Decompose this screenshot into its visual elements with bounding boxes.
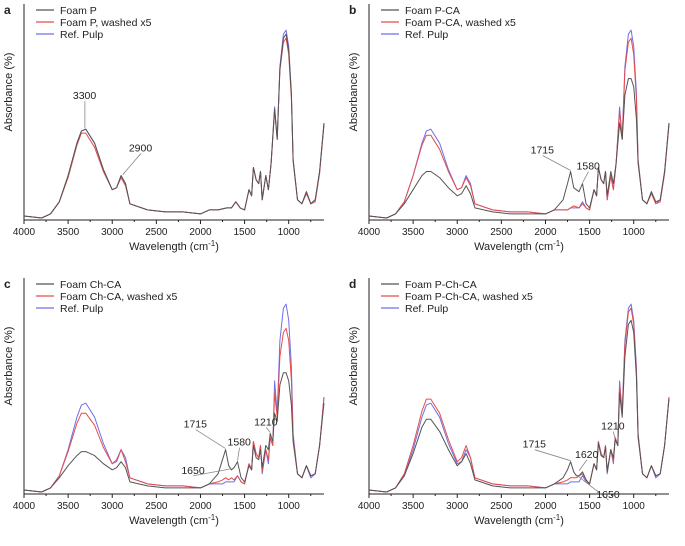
series-line [23, 29, 325, 219]
x-tick-label: 2500 [145, 227, 168, 238]
x-tick-label: 2000 [189, 227, 212, 238]
panel-d: d 4000 3500 3000 2500 2000 1500 1000 Wavelength … [348, 277, 670, 527]
x-tick-label: 1500 [578, 227, 601, 238]
legend-entry: Foam Ch-CA, washed x5 [60, 291, 177, 303]
x-tick-label: 3500 [402, 227, 425, 238]
annotation-leader [576, 474, 609, 501]
annotation-leader [534, 449, 571, 462]
legend-entry: Foam P-Ch-CA [405, 279, 477, 291]
x-tick-label: 2500 [145, 501, 168, 512]
peak-annotation: 1650 [596, 489, 620, 501]
peak-annotation: 1210 [254, 416, 278, 428]
x-tick-label: 3000 [101, 501, 124, 512]
panel-letter: a [4, 3, 11, 17]
x-tick-label: 2000 [534, 501, 557, 512]
annotation-leader [582, 171, 589, 183]
series-line [23, 37, 325, 219]
series-line [23, 33, 325, 219]
series-line [23, 327, 325, 493]
peak-annotation: 1580 [577, 161, 601, 173]
legend-entry: Foam P, washed x5 [60, 17, 152, 29]
x-tick-label: 3500 [57, 501, 80, 512]
peak-annotation: 1715 [531, 145, 555, 157]
annotation-leader [195, 429, 226, 449]
annotation-leader [612, 431, 616, 439]
series-line [368, 319, 670, 493]
peak-annotation: 1620 [575, 449, 599, 461]
x-tick-label: 4000 [13, 227, 36, 238]
legend-entry: Foam P [60, 5, 97, 17]
x-tick-label: 2000 [534, 227, 557, 238]
panel-letter: b [349, 3, 356, 17]
legend-entry: Foam P-Ch-CA, washed x5 [405, 291, 533, 303]
panel-letter: d [349, 277, 356, 291]
x-tick-label: 4000 [13, 501, 36, 512]
x-tick-label: 2000 [189, 501, 212, 512]
x-tick-label: 1500 [578, 501, 601, 512]
x-tick-label: 2500 [490, 501, 513, 512]
peak-annotation: 1715 [523, 439, 547, 451]
x-tick-label: 3500 [57, 227, 80, 238]
x-tick-label: 1000 [278, 227, 301, 238]
legend-entry: Foam P-CA [405, 5, 460, 17]
series-line [368, 307, 670, 493]
series-line [368, 37, 670, 219]
x-axis-title: Wavelength (cm-1) [474, 513, 564, 527]
x-axis-title: Wavelength (cm-1) [129, 513, 219, 527]
legend-entry: Ref. Pulp [405, 303, 448, 315]
annotation-leader [542, 155, 571, 171]
peak-annotation: 1715 [184, 419, 208, 431]
peak-annotation: 3300 [73, 90, 97, 102]
panel-b: b 4000 3500 3000 2500 2000 1500 1000 Wavelength … [348, 3, 670, 253]
x-tick-label: 1500 [233, 501, 256, 512]
annotation-leader [265, 427, 271, 433]
x-tick-label: 3000 [446, 227, 469, 238]
y-axis-title: Absorbance (%) [3, 53, 15, 132]
x-tick-label: 4000 [358, 501, 381, 512]
legend-entry: Ref. Pulp [60, 303, 103, 315]
x-tick-label: 1000 [623, 501, 646, 512]
x-axis-title: Wavelength (cm-1) [129, 239, 219, 253]
panel-a: a 4000 3500 3000 2500 2000 1500 1000 Wavelength … [3, 3, 325, 253]
peak-annotation: 1650 [181, 465, 205, 477]
y-axis-title: Absorbance (%) [3, 327, 15, 406]
x-tick-label: 1000 [623, 227, 646, 238]
series-line [368, 303, 670, 493]
series-line [368, 78, 670, 219]
panel-c: c 4000 3500 3000 2500 2000 1500 1000 Wavelength … [3, 277, 325, 527]
x-tick-label: 3000 [446, 501, 469, 512]
panel-letter: c [4, 277, 11, 291]
legend-entry: Foam P-CA, washed x5 [405, 17, 516, 29]
peak-annotation: 1580 [228, 437, 252, 449]
y-axis-title: Absorbance (%) [348, 53, 360, 132]
peak-annotation: 2900 [129, 143, 153, 155]
annotation-leader [193, 468, 232, 477]
x-tick-label: 1000 [278, 501, 301, 512]
annotation-leader [237, 447, 240, 461]
peak-annotation: 1210 [601, 420, 625, 432]
x-tick-label: 3500 [402, 501, 425, 512]
y-axis-title: Absorbance (%) [348, 327, 360, 406]
x-tick-label: 1500 [233, 227, 256, 238]
legend-entry: Foam Ch-CA [60, 279, 121, 291]
x-tick-label: 4000 [358, 227, 381, 238]
x-tick-label: 2500 [490, 227, 513, 238]
annotation-leader [578, 459, 588, 472]
x-axis-title: Wavelength (cm-1) [474, 239, 564, 253]
legend-entry: Ref. Pulp [60, 29, 103, 41]
series-line [368, 29, 670, 219]
legend-entry: Ref. Pulp [405, 29, 448, 41]
x-tick-label: 3000 [101, 227, 124, 238]
annotation-leader [122, 153, 142, 175]
series-line [23, 372, 325, 493]
